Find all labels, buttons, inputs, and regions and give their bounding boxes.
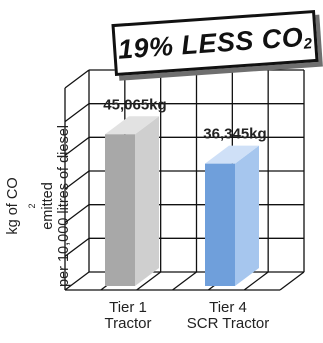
y-axis-label-subscript: 2 (27, 203, 37, 209)
grid-line-diagonal (64, 103, 90, 123)
y-axis-label-line-2: per 10,000 litres of diesel (56, 125, 72, 288)
floor-edge (279, 271, 305, 291)
y-axis-label: kg of CO 2 emitted per 10,000 litres of d… (5, 106, 72, 306)
banner-prefix: 19% LESS CO (116, 21, 305, 65)
bar-1-top (105, 116, 159, 135)
x-tick-label-2-line-2: SCR Tractor (187, 315, 270, 332)
bar-2-value-label: 36,345kg (203, 126, 266, 143)
bar-2-side (235, 145, 259, 286)
bar-1-value-label: 45,065kg (103, 96, 166, 113)
floor-grid-line (243, 271, 269, 291)
x-tick-label-1-line-1: Tier 1 (109, 299, 147, 316)
grid-line-diagonal (64, 136, 90, 156)
bar-2-top (205, 145, 259, 164)
x-tick-label-2-line-1: Tier 4 (209, 299, 247, 316)
grid-line-diagonal (64, 69, 90, 89)
grid-line-diagonal (64, 237, 90, 257)
banner-subscript: 2 (303, 34, 314, 53)
grid-line-diagonal (64, 170, 90, 190)
x-tick-label-2: Tier 4 SCR Tractor (187, 299, 270, 332)
banner-text: 19% LESS CO2 (117, 21, 313, 65)
y-axis-label-line-1: kg of CO 2 emitted (5, 106, 56, 306)
grid-line-diagonal (64, 271, 90, 291)
x-tick-label-1: Tier 1 Tractor (105, 299, 152, 332)
bar-1-side (135, 116, 159, 287)
floor-grid-line (172, 271, 197, 291)
y-axis-label-suffix: emitted (40, 182, 56, 230)
x-tick-label-1-line-2: Tractor (105, 315, 152, 332)
grid-line-diagonal (64, 204, 90, 224)
y-axis-label-prefix: kg of CO (5, 177, 21, 235)
bar-1 (105, 134, 135, 286)
floor-grid-line (136, 271, 162, 291)
bar-2 (205, 163, 235, 286)
